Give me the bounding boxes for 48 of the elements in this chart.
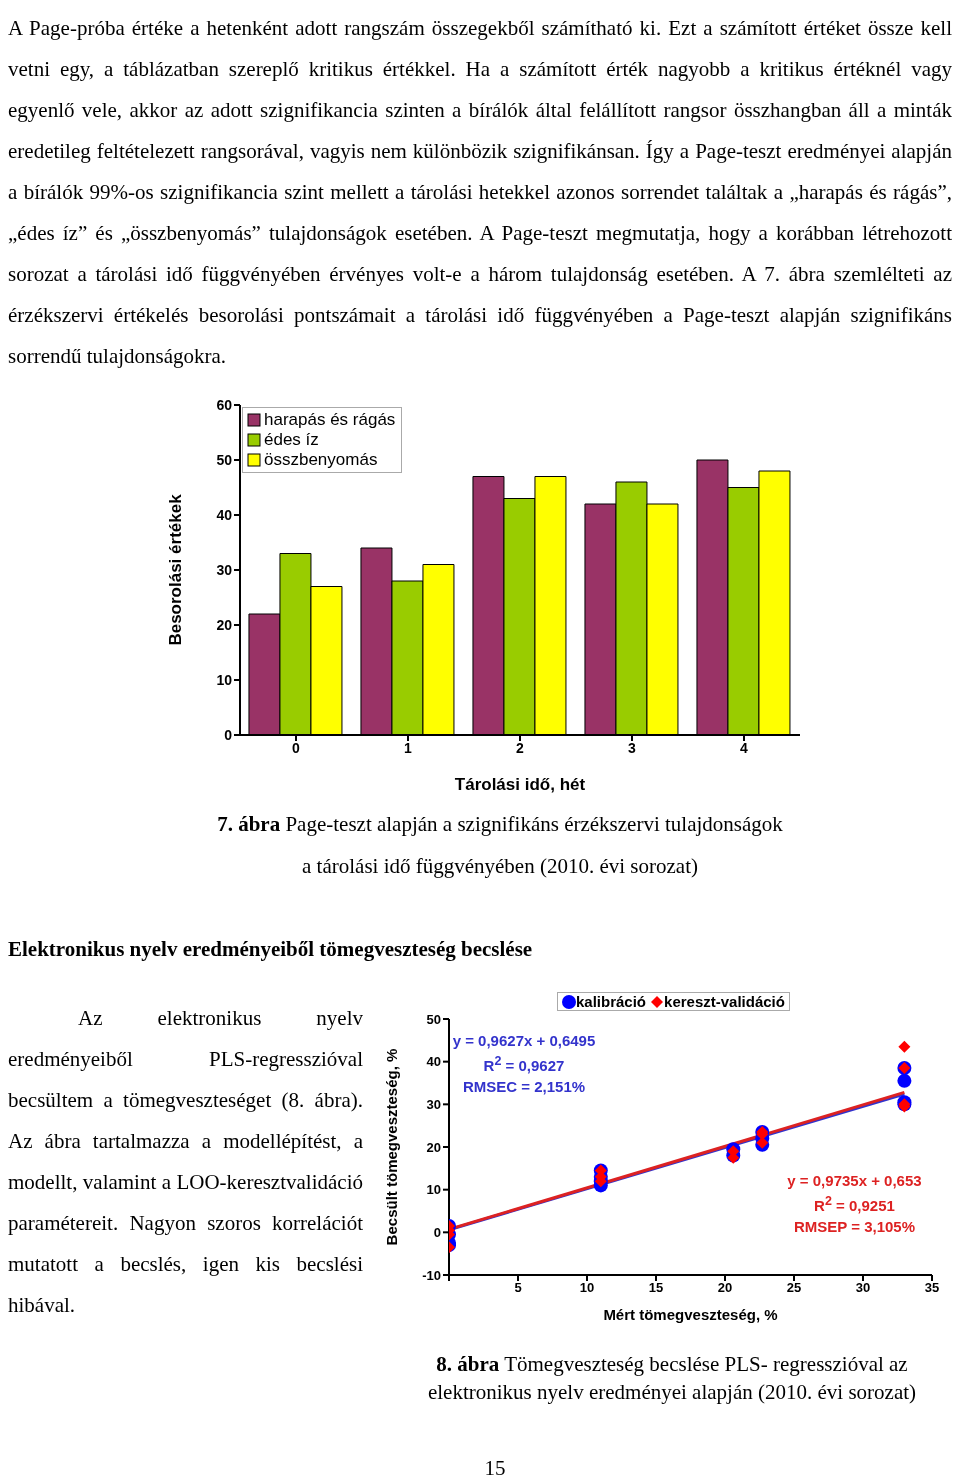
text: 8. ábra Tömegveszteség becslése PLS- regresszióval az elektronikus nyelv eredményei alapján (2010. évi sorozat) <box>427 1352 917 1404</box>
y-axis-title: Becsült tömegveszteség, % <box>383 1048 401 1246</box>
text: 7. ábra Page-teszt alapján a szignifikáns érzékszervi tulajdonságok <box>217 812 783 836</box>
legend-label: édes íz <box>263 430 320 450</box>
y-axis-title: Besorolási értékek <box>166 493 186 646</box>
annotation: y = 0,9627x + 0,6495 <box>452 1032 596 1049</box>
annotation: R$^{2}$ = 0,9251 <box>814 1194 895 1214</box>
y-tick-label: 10 <box>216 671 233 688</box>
x-tick-label: 0 <box>292 739 301 756</box>
x-axis-title: Tárolási idő, hét <box>454 775 586 794</box>
x-tick-label: 10 <box>579 1280 595 1296</box>
y-tick-label: 0 <box>224 726 233 743</box>
y-tick-label: 20 <box>216 616 233 633</box>
x-tick-label: 2 <box>516 739 525 756</box>
x-tick-label: 4 <box>740 739 749 756</box>
text: a tárolási idő függvényében (2010. évi sorozat) <box>301 853 699 880</box>
annotation: RMSEP = 3,105% <box>793 1218 916 1235</box>
y-tick-label: 50 <box>216 451 233 468</box>
text: A Page-próba értéke a hetenként adott rangszám összegekből számítható ki. Ezt a számított értéket össze kell vetni egy, a táblázatban szereplő kritikus értékkel. Ha a számított érték nagyobb a kritikus értéknél vagy egyenlő vele, akkor az adott szignifikancia szinten a bírálók által felállított rangsor összhangban áll a minták eredetileg feltételezett rangsorával, vagyis nem különbözik szignifikánsan. Így a Page-teszt eredményei alapján a bírálók 99%-os szignifikancia szint mellett a tárolási hetekkel azonos sorrendet találtak a „harapás és rágás”, „édes íz” és „összbenyomás” tulajdonságok esetében. A Page-teszt megmutatja, hogy a korábban létrehozott sorozat a tárolási idő függvényében érvényes volt-e a három tulajdonság esetében. A 7. ábra szemlélteti az érzékszervi értékelés besorolási pontszámait a tárolási idő függvényében a Page-teszt alapján szignifikáns sorrendű tulajdonságokra. <box>8 16 952 368</box>
x-tick-label: 3 <box>628 739 637 756</box>
legend-label: kalibráció <box>575 993 647 1010</box>
legend-label: összbenyomás <box>263 450 379 470</box>
y-tick-label: 30 <box>426 1096 441 1112</box>
y-tick-label: 30 <box>216 561 233 578</box>
x-axis-title: Mért tömegveszteség, % <box>603 1306 778 1323</box>
x-tick-label: 5 <box>514 1280 522 1296</box>
y-tick-label: 10 <box>426 1182 441 1198</box>
x-tick-label: 15 <box>648 1280 664 1296</box>
y-tick-label: 40 <box>216 506 233 523</box>
annotation: y = 0,9735x + 0,653 <box>787 1172 922 1189</box>
y-tick-label: 0 <box>433 1224 441 1240</box>
legend-label: harapás és rágás <box>263 410 396 430</box>
y-tick-label: 20 <box>426 1139 441 1155</box>
x-tick-label: 25 <box>786 1280 802 1296</box>
legend-label: kereszt-validáció <box>663 993 785 1010</box>
y-tick-label: 50 <box>426 1011 441 1027</box>
y-tick-label: -10 <box>422 1267 441 1283</box>
x-tick-label: 20 <box>717 1280 733 1296</box>
annotation: RMSEC = 2,151% <box>462 1078 586 1095</box>
x-tick-label: 1 <box>404 739 413 756</box>
y-tick-label: 60 <box>216 396 233 413</box>
y-tick-label: 40 <box>426 1054 441 1070</box>
text: Az elektronikus nyelv eredményeiből PLS-regresszióval becsültem a tömegveszteséget (8. ábra). Az ábra tartalmazza a modellépítést, a modellt, valamint a LOO-keresztvalidáció paramétereit. Nagyon szoros korrelációt mutatott a becslés, igen kis becslési hibával. <box>8 1005 363 1319</box>
x-tick-label: 30 <box>855 1280 871 1296</box>
annotation: R$^{2}$ = 0,9627 <box>483 1054 565 1074</box>
text: 15 <box>483 1456 507 1481</box>
x-tick-label: 35 <box>924 1280 940 1296</box>
text: Elektronikus nyelv eredményeiből tömegveszteség becslése <box>8 937 534 962</box>
